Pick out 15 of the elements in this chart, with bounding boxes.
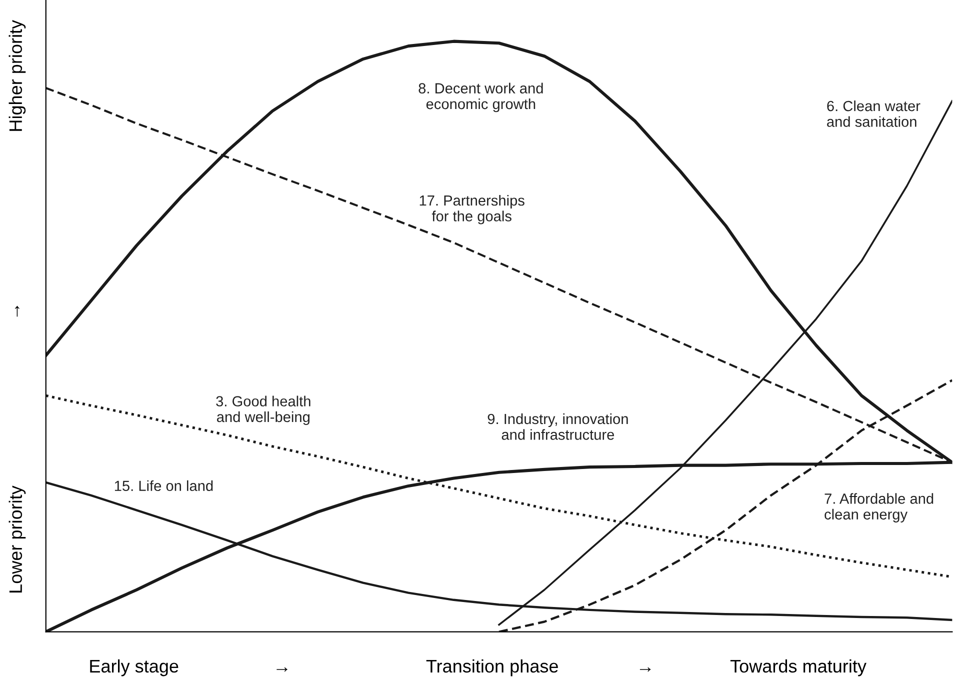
text: ↑ — [15, 306, 20, 317]
series-label: 7. Affordable and clean energy — [824, 493, 934, 522]
series-label: 9. Industry, innovation and infrastructure — [488, 413, 628, 440]
text: Transition phase — [426, 659, 558, 676]
series-label: 6. Clean water and sanitation — [827, 100, 920, 127]
series-label: 8. Decent work and economic growth — [418, 82, 543, 112]
text: Early stage — [90, 659, 178, 676]
text: → — [276, 667, 288, 672]
series-label: 17. Partnerships for the goals — [420, 194, 524, 224]
series-label: 15. Life on land — [114, 480, 213, 492]
text: Higher priority — [8, 20, 26, 131]
series-label: 3. Good health and well-being — [216, 396, 310, 426]
text: Towards maturity — [730, 659, 866, 676]
text: Lower priority — [8, 486, 26, 592]
text: → — [640, 667, 651, 672]
